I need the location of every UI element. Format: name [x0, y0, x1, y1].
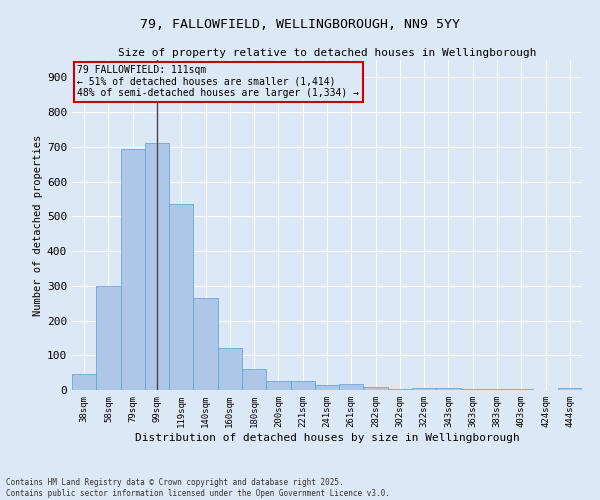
Bar — [193, 298, 218, 390]
Bar — [315, 385, 339, 390]
Text: 79 FALLOWFIELD: 111sqm
← 51% of detached houses are smaller (1,414)
48% of semi-: 79 FALLOWFIELD: 111sqm ← 51% of detached… — [77, 65, 359, 98]
Bar — [436, 388, 461, 390]
Bar — [364, 387, 388, 390]
Bar — [461, 389, 485, 390]
Bar — [339, 384, 364, 390]
Text: 79, FALLOWFIELD, WELLINGBOROUGH, NN9 5YY: 79, FALLOWFIELD, WELLINGBOROUGH, NN9 5YY — [140, 18, 460, 30]
Text: Contains HM Land Registry data © Crown copyright and database right 2025.
Contai: Contains HM Land Registry data © Crown c… — [6, 478, 390, 498]
Bar — [169, 204, 193, 390]
Bar — [266, 382, 290, 390]
Bar — [412, 388, 436, 390]
Bar — [558, 388, 582, 390]
Bar — [72, 374, 96, 390]
Bar — [145, 144, 169, 390]
Bar — [218, 348, 242, 390]
Bar — [121, 148, 145, 390]
Bar — [96, 286, 121, 390]
Bar — [290, 382, 315, 390]
Y-axis label: Number of detached properties: Number of detached properties — [33, 134, 43, 316]
X-axis label: Distribution of detached houses by size in Wellingborough: Distribution of detached houses by size … — [134, 432, 520, 442]
Bar — [242, 369, 266, 390]
Bar — [485, 389, 509, 390]
Title: Size of property relative to detached houses in Wellingborough: Size of property relative to detached ho… — [118, 48, 536, 58]
Bar — [388, 389, 412, 390]
